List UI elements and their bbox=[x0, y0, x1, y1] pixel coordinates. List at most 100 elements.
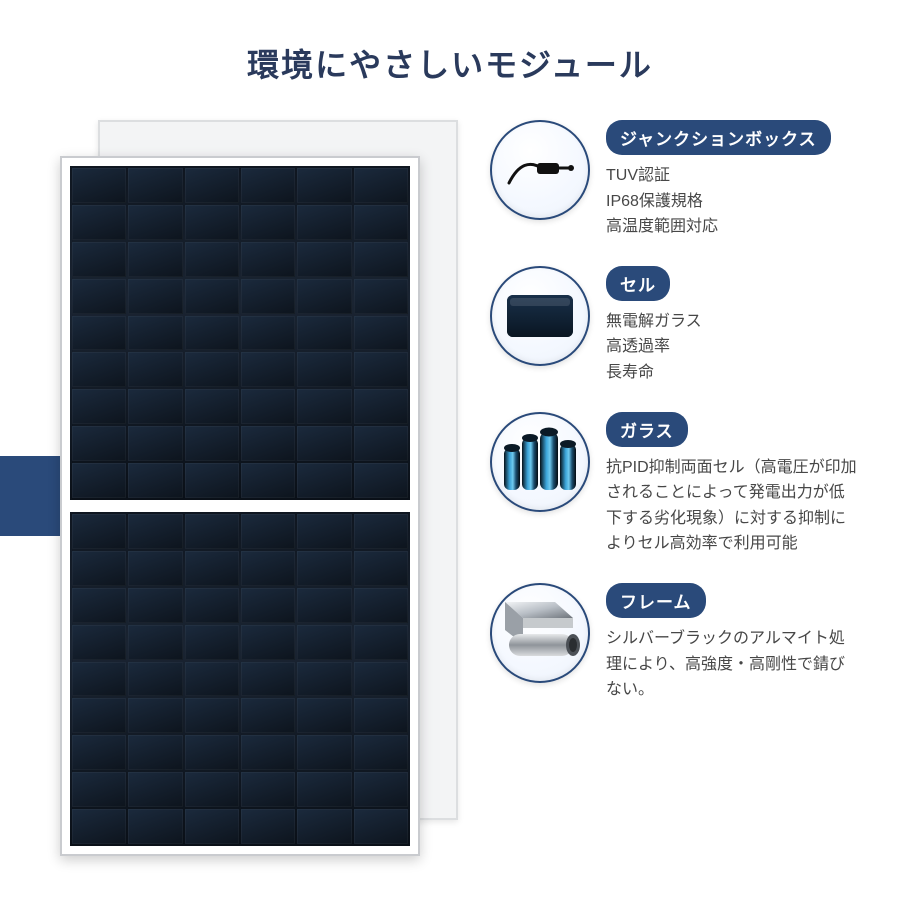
feature-text: ジャンクションボックス TUV認証 IP68保護規格 高温度範囲対応 bbox=[606, 120, 831, 240]
solar-cell bbox=[354, 205, 408, 240]
solar-cell bbox=[72, 551, 126, 586]
solar-cell bbox=[297, 168, 351, 203]
solar-cell bbox=[297, 809, 351, 844]
cell-block-top bbox=[70, 166, 410, 500]
accent-block bbox=[0, 456, 60, 536]
solar-cell bbox=[72, 316, 126, 351]
solar-cell bbox=[354, 625, 408, 660]
solar-cell bbox=[72, 242, 126, 277]
solar-cell bbox=[128, 316, 182, 351]
solar-cell bbox=[185, 352, 239, 387]
solar-cell bbox=[128, 809, 182, 844]
panel-stack bbox=[60, 138, 440, 868]
solar-cell bbox=[72, 352, 126, 387]
solar-cell bbox=[241, 698, 295, 733]
solar-cell bbox=[72, 625, 126, 660]
solar-cell bbox=[72, 809, 126, 844]
feature-junction-box: ジャンクションボックス TUV認証 IP68保護規格 高温度範囲対応 bbox=[490, 120, 860, 240]
solar-cell bbox=[241, 514, 295, 549]
solar-cell bbox=[185, 514, 239, 549]
solar-cell bbox=[354, 662, 408, 697]
infographic-container: 環境にやさしいモジュール bbox=[0, 0, 900, 900]
solar-cell bbox=[128, 352, 182, 387]
solar-cell bbox=[72, 662, 126, 697]
cell-icon bbox=[490, 266, 590, 366]
solar-cell bbox=[185, 735, 239, 770]
solar-cell bbox=[241, 279, 295, 314]
feature-tag: ガラス bbox=[606, 412, 688, 447]
solar-cell bbox=[297, 205, 351, 240]
feature-desc: シルバーブラックのアルマイト処理により、高強度・高剛性で錆びない。 bbox=[606, 626, 860, 703]
solar-cell bbox=[128, 242, 182, 277]
solar-cell bbox=[297, 463, 351, 498]
solar-cell bbox=[297, 279, 351, 314]
solar-cell bbox=[185, 698, 239, 733]
solar-cell bbox=[128, 168, 182, 203]
solar-cell bbox=[354, 551, 408, 586]
solar-cell bbox=[241, 772, 295, 807]
solar-cell bbox=[128, 625, 182, 660]
solar-cell bbox=[72, 588, 126, 623]
feature-tag: ジャンクションボックス bbox=[606, 120, 831, 155]
solar-cell bbox=[297, 772, 351, 807]
solar-cell bbox=[72, 698, 126, 733]
solar-cell bbox=[128, 426, 182, 461]
solar-cell bbox=[354, 514, 408, 549]
solar-cell bbox=[185, 242, 239, 277]
feature-text: フレーム シルバーブラックのアルマイト処理により、高強度・高剛性で錆びない。 bbox=[606, 583, 860, 703]
solar-cell bbox=[297, 389, 351, 424]
solar-cell bbox=[297, 316, 351, 351]
feature-cell: セル 無電解ガラス 高透過率 長寿命 bbox=[490, 266, 860, 386]
solar-cell bbox=[241, 205, 295, 240]
solar-cell bbox=[185, 662, 239, 697]
solar-cell bbox=[128, 662, 182, 697]
solar-cell bbox=[354, 735, 408, 770]
solar-cell bbox=[128, 205, 182, 240]
solar-cell bbox=[354, 426, 408, 461]
solar-cell bbox=[72, 426, 126, 461]
solar-cell bbox=[241, 551, 295, 586]
feature-list: ジャンクションボックス TUV認証 IP68保護規格 高温度範囲対応 bbox=[490, 116, 860, 880]
solar-cell bbox=[72, 389, 126, 424]
solar-cell bbox=[297, 698, 351, 733]
solar-cell bbox=[297, 735, 351, 770]
solar-cell bbox=[185, 426, 239, 461]
solar-cell bbox=[241, 316, 295, 351]
solar-cell bbox=[297, 426, 351, 461]
solar-cell bbox=[128, 588, 182, 623]
solar-cell bbox=[241, 389, 295, 424]
solar-cell bbox=[241, 588, 295, 623]
feature-text: セル 無電解ガラス 高透過率 長寿命 bbox=[606, 266, 702, 386]
solar-cell bbox=[128, 772, 182, 807]
cell-block-bottom bbox=[70, 512, 410, 846]
solar-cell bbox=[297, 242, 351, 277]
solar-cell bbox=[354, 809, 408, 844]
solar-cell bbox=[354, 242, 408, 277]
solar-cell bbox=[72, 514, 126, 549]
solar-cell bbox=[241, 662, 295, 697]
feature-desc: 無電解ガラス 高透過率 長寿命 bbox=[606, 309, 702, 386]
glass-icon bbox=[490, 412, 590, 512]
solar-cell bbox=[297, 352, 351, 387]
solar-cell bbox=[128, 514, 182, 549]
solar-cell bbox=[241, 463, 295, 498]
solar-cell bbox=[185, 279, 239, 314]
solar-cell bbox=[241, 426, 295, 461]
feature-desc: 抗PID抑制両面セル（高電圧が印加されることによって発電出力が低下する劣化現象）… bbox=[606, 455, 860, 557]
solar-cell bbox=[354, 352, 408, 387]
feature-tag: セル bbox=[606, 266, 670, 301]
solar-cell bbox=[354, 279, 408, 314]
solar-cell bbox=[185, 551, 239, 586]
feature-glass: ガラス 抗PID抑制両面セル（高電圧が印加されることによって発電出力が低下する劣… bbox=[490, 412, 860, 557]
solar-cell bbox=[185, 205, 239, 240]
solar-cell bbox=[354, 168, 408, 203]
solar-cell bbox=[297, 551, 351, 586]
solar-cell bbox=[241, 352, 295, 387]
solar-cell bbox=[72, 168, 126, 203]
feature-frame: フレーム シルバーブラックのアルマイト処理により、高強度・高剛性で錆びない。 bbox=[490, 583, 860, 703]
solar-cell bbox=[128, 463, 182, 498]
solar-cell bbox=[128, 551, 182, 586]
solar-cell bbox=[185, 463, 239, 498]
solar-cell bbox=[128, 698, 182, 733]
solar-panel-illustration bbox=[40, 116, 460, 880]
